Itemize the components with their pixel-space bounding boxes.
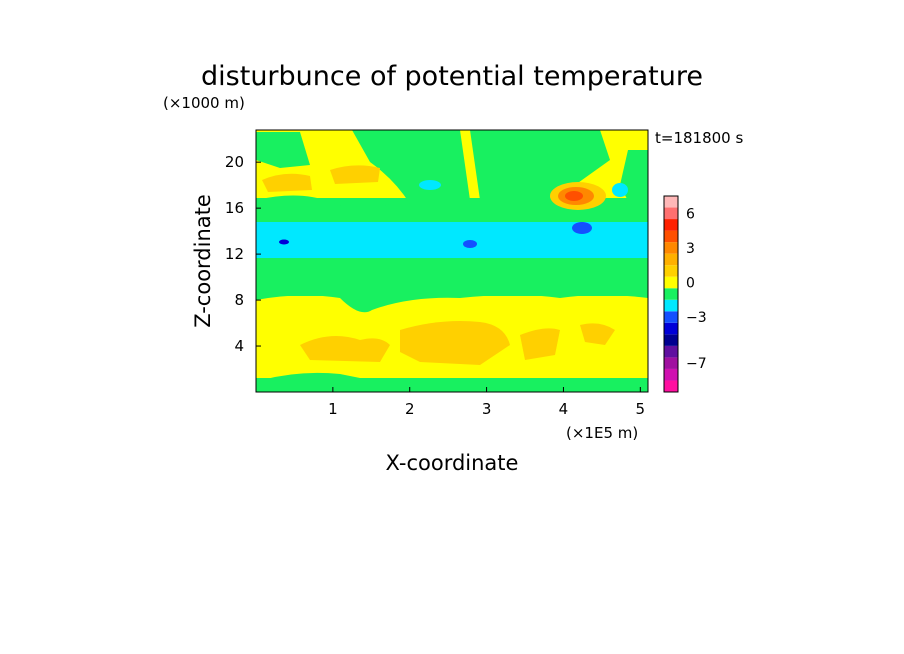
colorbar-swatch — [664, 276, 678, 289]
x-tick-label: 1 — [328, 400, 338, 418]
contour-orange-low-3 — [520, 328, 560, 360]
colorbar-swatch — [664, 311, 678, 323]
y-tick-label: 12 — [225, 245, 244, 263]
colorbar-swatch — [664, 357, 678, 369]
colorbar-swatch — [664, 196, 678, 208]
colorbar-swatch — [664, 242, 678, 254]
x-tick-label: 5 — [636, 400, 646, 418]
x-tick-label: 4 — [559, 400, 569, 418]
contour-cold-blob-3 — [279, 239, 289, 245]
colorbar-swatch — [664, 334, 678, 346]
colorbar-swatch — [664, 380, 678, 392]
colorbar-tick-label: 6 — [686, 206, 695, 222]
colorbar-swatch — [664, 230, 678, 243]
time-label: t=181800 s — [655, 129, 743, 147]
colorbar-swatch — [664, 219, 678, 231]
contour-green-left-top — [256, 132, 310, 168]
colorbar-tick-label: −3 — [686, 310, 707, 326]
colorbar-tick-label: −7 — [686, 356, 707, 372]
x-axis-label: X-coordinate — [386, 451, 519, 475]
colorbar-swatch — [664, 368, 678, 381]
colorbar-tick-label: 0 — [686, 275, 695, 291]
contour-plot-area — [255, 129, 649, 393]
contour-orange-low-1 — [300, 336, 390, 362]
y-tick-label: 4 — [234, 337, 244, 355]
colorbar-swatch — [664, 207, 678, 220]
contour-cyan-blob-2 — [612, 183, 628, 197]
contour-green-fan — [352, 130, 470, 206]
contour-orange-low-4 — [580, 323, 615, 345]
contour-orange-low-2 — [400, 321, 510, 365]
y-unit-label: (×1000 m) — [163, 94, 245, 112]
contour-cyan-blob-1 — [419, 180, 441, 190]
chart-title: disturbunce of potential temperature — [201, 61, 703, 92]
colorbar-frame — [663, 195, 679, 393]
colorbar-swatch — [664, 345, 678, 358]
x-tick-label: 3 — [482, 400, 492, 418]
y-tick-label: 20 — [225, 153, 244, 171]
colorbar-tick-label: 3 — [686, 241, 695, 257]
contour-orange-upper-2 — [330, 165, 380, 184]
y-tick-label: 16 — [225, 199, 244, 217]
contour-warm-core — [565, 191, 583, 201]
contour-cold-blob-1 — [572, 222, 592, 234]
contour-cold-blob-2 — [463, 240, 477, 248]
colorbar-swatch — [664, 299, 678, 312]
x-unit-label: (×1E5 m) — [566, 424, 638, 442]
colorbar-swatch — [664, 253, 678, 266]
colorbar: 6 3 0 −3 −7 — [663, 195, 707, 393]
colorbar-swatch — [664, 322, 678, 335]
contour-green-wave-left — [256, 195, 390, 222]
contour-green-fan-right — [470, 130, 610, 210]
plot-frame — [255, 129, 649, 393]
x-tick-label: 2 — [405, 400, 415, 418]
y-tick-label: 8 — [234, 291, 244, 309]
colorbar-swatch — [664, 265, 678, 277]
band-surface — [256, 378, 648, 392]
y-axis-label: Z-coordinate — [191, 194, 215, 328]
contour-orange-upper-1 — [262, 173, 312, 192]
band-mid-green — [256, 258, 648, 296]
colorbar-swatch — [664, 288, 678, 300]
contour-green-blob-lower — [262, 372, 360, 385]
contour-green-wave-mid — [256, 295, 648, 313]
